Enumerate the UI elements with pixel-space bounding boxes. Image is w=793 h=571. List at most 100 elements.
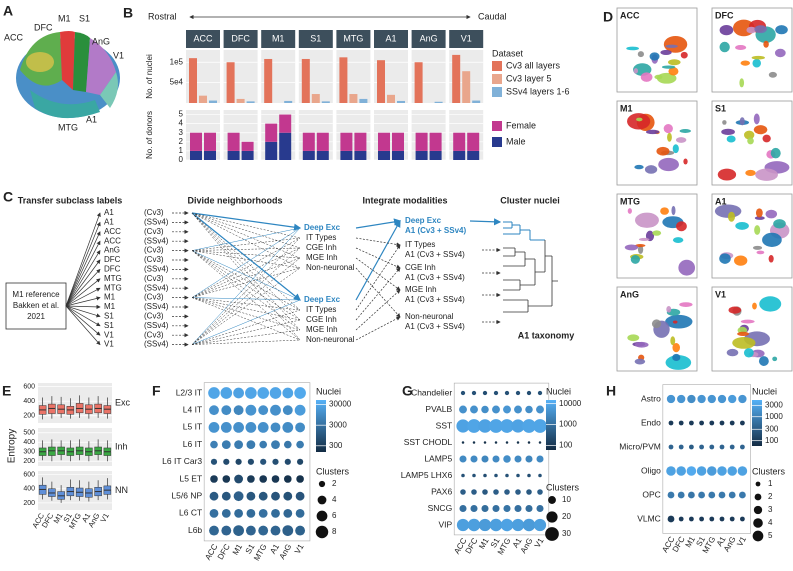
integrate-arrow [355, 289, 401, 331]
row-label: Exc [115, 397, 131, 407]
bar [434, 101, 443, 103]
sample-platform: (Cv3) [144, 255, 164, 264]
stacked-bar [453, 150, 466, 160]
dot [245, 404, 257, 416]
split-line [191, 309, 301, 345]
dot [717, 466, 727, 476]
sample-region: S1 [104, 312, 114, 321]
y-tick-label: 400 [23, 398, 35, 405]
umap-cluster [635, 244, 646, 248]
dot [245, 525, 256, 536]
facet-label: MTG [343, 33, 363, 43]
stacked-bar [340, 132, 353, 151]
bar [246, 101, 255, 103]
umap-cluster [678, 259, 696, 276]
split-line [191, 247, 301, 345]
y-tick-label: 4 [179, 119, 184, 128]
dot [493, 489, 499, 495]
region-label: MTG [58, 122, 78, 132]
region-label: V1 [113, 50, 124, 60]
stacked-bar [302, 132, 315, 151]
x-tick-label: MTG [252, 542, 269, 562]
dot [483, 473, 487, 478]
umap-cluster [775, 25, 788, 35]
dot [271, 440, 280, 449]
dot [525, 405, 533, 414]
fan-arrow [65, 250, 101, 307]
dot [456, 419, 470, 433]
integrated-sub: A1 (Cv3 + SSv4) [405, 295, 465, 304]
region-label: AnG [92, 36, 110, 46]
dot [210, 475, 218, 483]
row-label: SST [436, 420, 453, 430]
x-tick-label: A1 [80, 511, 92, 523]
sample-platform: (Cv3) [144, 312, 164, 321]
row-label: Astro [641, 393, 661, 403]
dot [667, 491, 675, 499]
stacked-bar [190, 150, 202, 160]
umap-cluster [754, 225, 761, 235]
x-tick-label: S1 [61, 511, 73, 523]
legend-label: Cv3 layer 5 [506, 73, 552, 83]
sample-platform: (SSv4) [144, 302, 169, 311]
dot [259, 475, 268, 483]
size-legend-dot [315, 525, 329, 539]
caudal-label: Caudal [478, 11, 507, 21]
dot [283, 475, 292, 483]
umap-cluster [634, 164, 644, 170]
dot [234, 509, 244, 518]
size-legend-dot [546, 511, 558, 523]
dot [294, 404, 306, 416]
dot [492, 405, 500, 414]
dot [719, 420, 725, 426]
x-tick-label: S1 [694, 534, 707, 547]
integrated-sub: A1 (Cv3 + SSv4) [405, 322, 465, 331]
dot [210, 458, 218, 465]
row-label: Inh [115, 441, 128, 451]
facet-label: S1 [310, 33, 321, 43]
dot [677, 491, 685, 499]
x-tick-label: DFC [216, 542, 232, 561]
split-line [191, 319, 301, 345]
bar [349, 94, 358, 103]
dot [699, 516, 704, 522]
umap-label: AnG [620, 289, 639, 299]
dot [271, 509, 280, 518]
umap-cluster [735, 44, 747, 50]
integrate-arrow [355, 316, 401, 341]
umap-cluster [762, 134, 771, 143]
row-label: NN [115, 485, 128, 495]
dot [269, 387, 282, 399]
split-line [191, 257, 301, 298]
umap-cluster [754, 216, 765, 220]
sample-platform: (SSv4) [144, 236, 169, 245]
dot [719, 516, 725, 522]
split-arrow [191, 297, 301, 301]
dot [522, 419, 536, 433]
umap-cluster [670, 336, 676, 346]
sample-platform: (SSv4) [144, 265, 169, 274]
row-label: VLMC [637, 513, 661, 523]
split-line [191, 267, 301, 345]
dot [689, 516, 694, 522]
region-label: A1 [86, 114, 97, 124]
dot [271, 475, 280, 483]
split-arrow [191, 227, 301, 298]
dot [221, 491, 231, 501]
dot [272, 458, 279, 465]
size-legend-dot [755, 481, 761, 487]
bar [236, 98, 245, 103]
split-line [191, 212, 301, 341]
dot [270, 422, 281, 433]
split-arrow [191, 227, 301, 345]
dot [688, 491, 695, 499]
x-tick-label: A1 [268, 542, 281, 555]
umap-cluster [660, 49, 672, 56]
brain-illustration [16, 31, 120, 119]
dot [245, 422, 257, 433]
dot [223, 458, 230, 465]
umap-cluster [774, 48, 786, 58]
fan-arrow [65, 304, 101, 309]
dot [494, 441, 498, 444]
dot [220, 387, 233, 399]
